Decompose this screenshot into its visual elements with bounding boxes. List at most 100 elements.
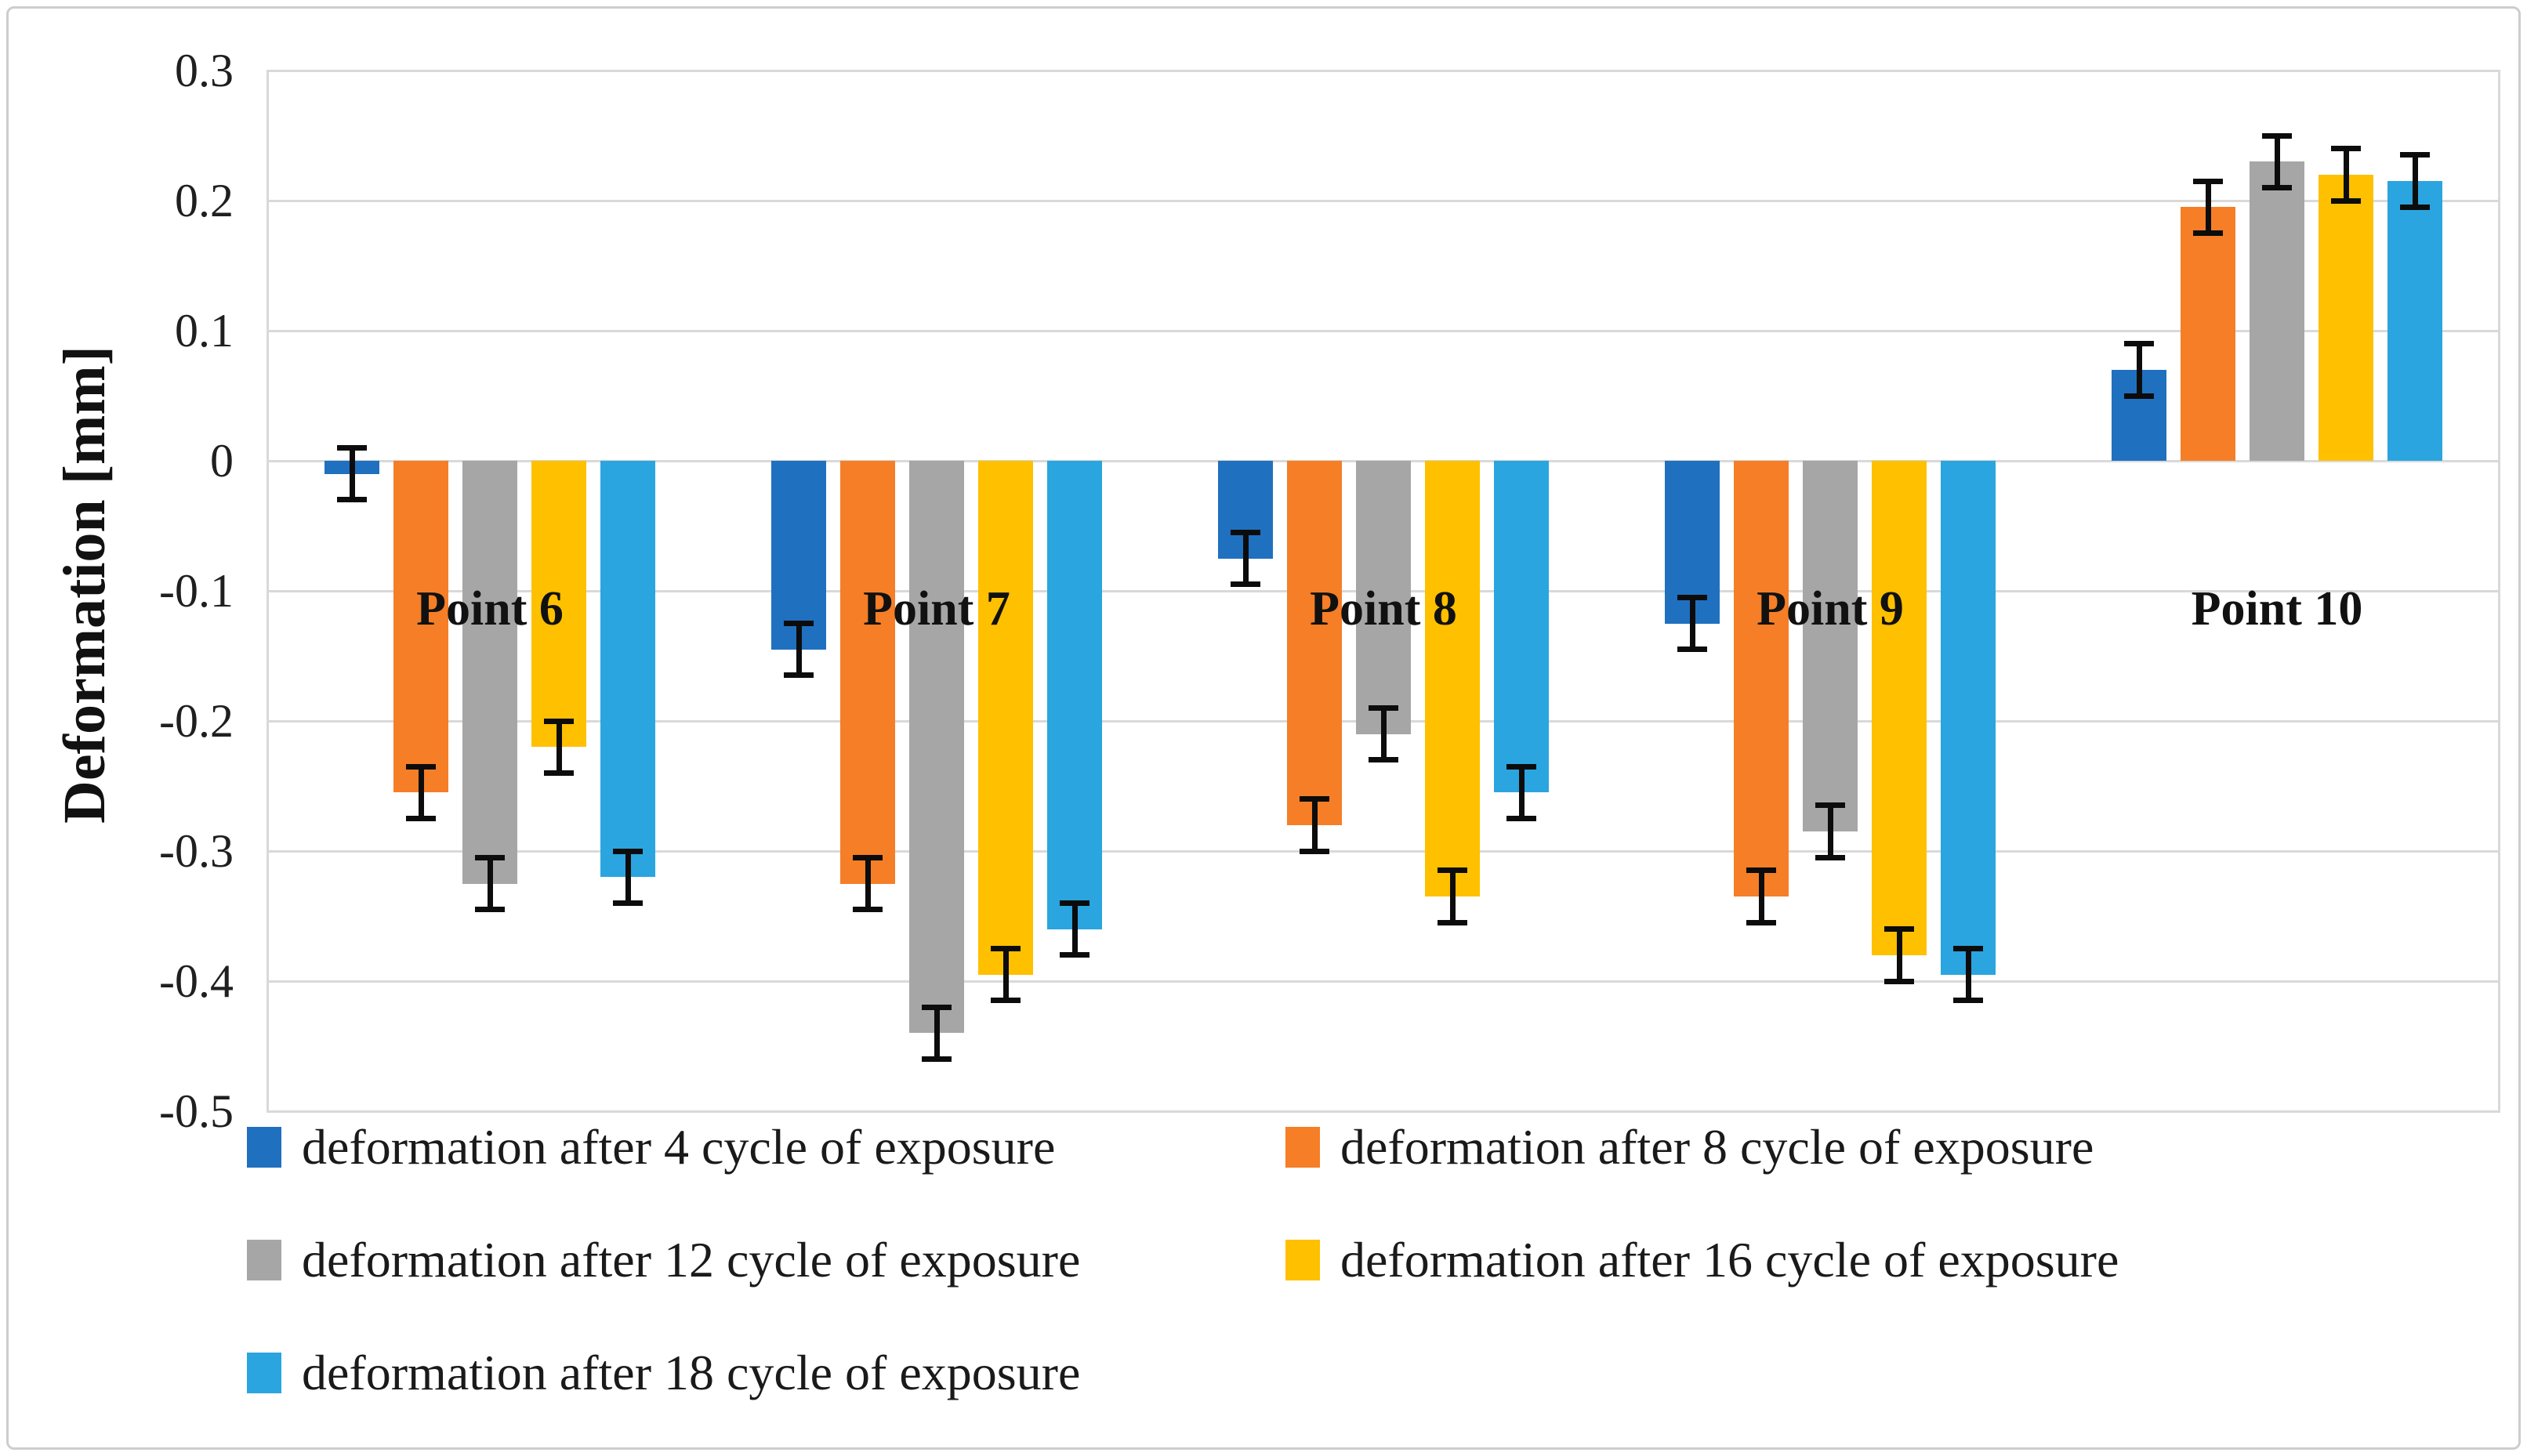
legend-item: deformation after 8 cycle of exposure xyxy=(1285,1117,2094,1178)
error-bar-cap xyxy=(1060,900,1089,906)
error-bar-cap xyxy=(2124,393,2154,399)
bar xyxy=(2319,174,2373,461)
y-axis-tick-label: 0 xyxy=(210,435,234,487)
bar xyxy=(1803,461,1858,832)
error-bar-cap xyxy=(406,816,436,821)
legend-marker xyxy=(1285,1240,1320,1280)
error-bar-cap xyxy=(853,907,883,913)
error-bar xyxy=(1071,903,1078,955)
error-bar xyxy=(2274,136,2280,188)
bar xyxy=(1425,461,1480,897)
y-axis-tick-label: -0.4 xyxy=(159,955,234,1007)
error-bar-cap xyxy=(1815,854,1845,860)
bar xyxy=(1356,461,1411,734)
bar xyxy=(2250,161,2304,461)
error-bar-cap xyxy=(544,718,574,724)
category-label: Point 8 xyxy=(1310,582,1457,636)
error-bar xyxy=(1965,948,1971,1001)
legend-marker xyxy=(1285,1127,1320,1168)
legend-label: deformation after 12 cycle of exposure xyxy=(302,1232,1081,1288)
error-bar-cap xyxy=(1953,946,1983,951)
error-bar-cap xyxy=(1953,998,1983,1004)
y-axis-tick-label: -0.5 xyxy=(159,1085,234,1137)
error-bar xyxy=(1002,948,1009,1001)
error-bar-cap xyxy=(337,497,367,503)
bar xyxy=(1941,461,1996,975)
bar xyxy=(393,461,448,793)
error-bar-cap xyxy=(784,621,814,626)
legend-label: deformation after 16 cycle of exposure xyxy=(1340,1232,2119,1288)
gridline xyxy=(266,329,2500,332)
y-axis-tick-label: -0.2 xyxy=(159,695,234,747)
error-bar xyxy=(487,857,493,910)
error-bar-cap xyxy=(1746,867,1776,874)
error-bar-cap xyxy=(1438,919,1467,925)
bar xyxy=(909,461,964,1034)
gridline xyxy=(266,69,2500,72)
error-bar xyxy=(418,766,424,819)
error-bar-cap xyxy=(1438,867,1467,874)
error-bar-cap xyxy=(1815,802,1845,809)
legend-item: deformation after 18 cycle of exposure xyxy=(247,1342,1080,1403)
gridline xyxy=(266,849,2500,853)
gridline xyxy=(266,1110,2500,1113)
error-bar-cap xyxy=(1300,796,1329,802)
error-bar xyxy=(349,447,355,500)
error-bar xyxy=(1896,929,1902,981)
bar xyxy=(462,461,517,884)
error-bar xyxy=(2412,154,2418,208)
legend-marker xyxy=(247,1240,281,1280)
error-bar-cap xyxy=(2400,204,2430,210)
error-bar-cap xyxy=(2124,341,2154,347)
legend: deformation after 4 cycle of exposure def… xyxy=(247,1117,2442,1455)
error-bar-cap xyxy=(1369,757,1398,763)
error-bar xyxy=(1689,597,1695,650)
error-bar xyxy=(1242,532,1249,585)
bar xyxy=(771,461,826,650)
error-bar-cap xyxy=(1369,704,1398,711)
bar xyxy=(2387,181,2442,461)
y-axis-tick-label: 0.2 xyxy=(175,175,234,226)
bar xyxy=(1047,461,1102,929)
error-bar-cap xyxy=(991,998,1021,1004)
plot-border-line xyxy=(266,71,269,1111)
bar xyxy=(1872,461,1927,955)
category-label: Point 9 xyxy=(1757,582,1904,636)
error-bar-cap xyxy=(991,946,1021,951)
bar xyxy=(840,461,895,884)
gridline xyxy=(266,980,2500,983)
bar xyxy=(600,461,655,878)
gridline xyxy=(266,199,2500,202)
legend-marker xyxy=(247,1353,281,1393)
error-bar-cap xyxy=(337,444,367,451)
error-bar-cap xyxy=(2331,146,2361,152)
error-bar xyxy=(1380,708,1387,760)
error-bar-cap xyxy=(2262,184,2292,190)
bar xyxy=(2181,207,2235,461)
legend-label: deformation after 18 cycle of exposure xyxy=(302,1345,1081,1400)
y-axis-tick-label: -0.3 xyxy=(159,825,234,877)
plot-border-line xyxy=(2498,71,2500,1111)
legend-item: deformation after 12 cycle of exposure xyxy=(247,1230,1285,1291)
error-bar xyxy=(1758,870,1764,923)
error-bar-cap xyxy=(613,848,643,854)
error-bar xyxy=(2343,148,2349,201)
error-bar-cap xyxy=(1060,952,1089,958)
error-bar xyxy=(1311,799,1318,851)
error-bar-cap xyxy=(1231,529,1260,535)
error-bar-cap xyxy=(1884,926,1914,933)
error-bar-cap xyxy=(406,763,436,770)
error-bar-cap xyxy=(922,1056,952,1063)
bar xyxy=(978,461,1033,975)
error-bar-cap xyxy=(613,900,643,906)
error-bar-cap xyxy=(544,770,574,776)
plot-area: Point 6 Point 7 Point 8 Point 9 Point 10 xyxy=(266,69,2500,1113)
y-axis-tick-label: 0.3 xyxy=(175,45,234,96)
legend-row: deformation after 18 cycle of exposure xyxy=(247,1342,2442,1403)
error-bar-cap xyxy=(475,854,505,860)
legend-label: deformation after 4 cycle of exposure xyxy=(302,1119,1056,1175)
error-bar-cap xyxy=(2400,152,2430,158)
error-bar-cap xyxy=(2331,197,2361,204)
error-bar xyxy=(2205,181,2211,234)
bar xyxy=(1734,461,1789,897)
